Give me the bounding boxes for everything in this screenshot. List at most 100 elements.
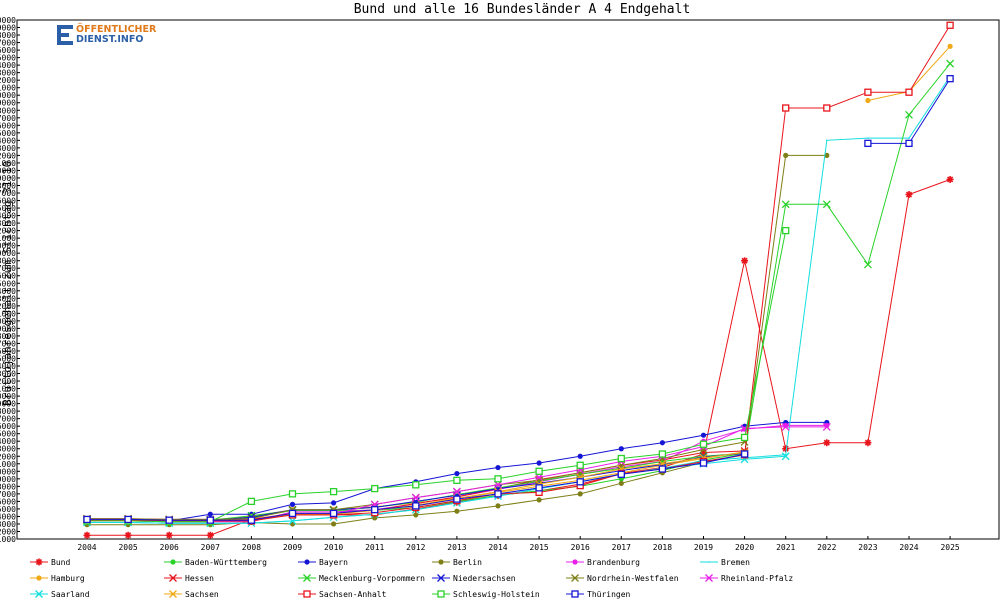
series-mecklenburg-vorpommern [83,59,955,525]
y-tick-label: 59000 [0,249,16,258]
y-tick-label: 22000 [0,527,16,536]
y-tick-label: 84000 [0,61,16,70]
data-point-berlin [783,152,789,158]
x-tick-label: 2007 [201,543,220,552]
legend-swatch [298,559,316,565]
series-hamburg [84,43,953,523]
legend-item: Niedersachsen [432,573,516,583]
y-tick-label: 33000 [0,445,16,454]
data-point-bund [165,531,173,539]
legend-label: Schleswig-Holstein [453,589,540,599]
legend-marker [437,590,445,598]
legend-item: Nordrhein-Westfalen [566,573,679,583]
data-point-berlin [413,512,419,518]
legend-item: Schleswig-Holstein [432,589,540,599]
legend-label: Hamburg [51,573,85,583]
legend-item: Baden-Württemberg [164,557,267,567]
series-line-bremen [87,76,951,524]
data-point-hamburg [947,43,953,49]
legend-swatch [700,574,718,582]
series-line-bund [87,179,951,536]
legend-label: Bremen [721,557,750,567]
legend-item: Hessen [164,573,214,583]
y-tick-label: 36000 [0,422,16,431]
y-tick-label: 44000 [0,362,16,371]
legend-label: Niedersachsen [453,573,516,583]
y-tick-label: 68000 [0,181,16,190]
x-tick-label: 2010 [324,543,343,552]
y-tick-label: 23000 [0,520,16,529]
series-line-berlin [87,154,827,526]
y-tick-label: 61000 [0,234,16,243]
data-point-schleswig-holstein [329,487,338,496]
legend-marker [35,558,43,566]
data-point-rheinland-pfalz [411,493,420,502]
y-tick-label: 55000 [0,279,16,288]
data-point-th-ringen [535,484,543,492]
y-tick-label: 88000 [0,31,16,40]
y-tick-label: 21000 [0,535,16,544]
legend-marker [705,574,713,582]
y-tick-label: 34000 [0,437,16,446]
y-tick-label: 80000 [0,91,16,100]
legend-swatch [566,574,584,582]
data-point-th-ringen [288,509,297,518]
data-point-th-ringen [329,509,338,518]
x-tick-label: 2025 [940,543,959,552]
legend-label: Baden-Württemberg [185,557,267,567]
y-tick-label: 67000 [0,189,16,198]
legend-item: Brandenburg [566,557,640,567]
y-tick-label: 37000 [0,415,16,424]
series-lines [83,21,955,539]
y-tick-label: 64000 [0,212,16,221]
y-tick-label: 50000 [0,317,16,326]
series-line-sachsen-anhalt [87,25,951,522]
data-point-berlin [577,491,583,497]
data-point-bayern [659,440,666,446]
y-tick-label: 58000 [0,257,16,266]
legend-marker [169,590,177,598]
legend-item: Hamburg [30,573,85,583]
legend-marker [708,561,710,563]
series-schleswig-holstein [83,226,790,526]
data-point-th-ringen [946,75,954,83]
data-point-bund [782,445,790,453]
data-point-bund [206,531,214,539]
data-point-schleswig-holstein [782,226,790,235]
y-tick-label: 83000 [0,69,16,78]
y-tick-label: 69000 [0,174,16,183]
x-tick-label: 2015 [529,543,548,552]
data-point-schleswig-holstein [371,484,379,493]
data-point-th-ringen [371,506,379,514]
y-tick-label: 78000 [0,106,16,115]
y-tick-label: 57000 [0,264,16,273]
data-point-rheinland-pfalz [535,473,544,482]
legend-label: Saarland [51,589,90,599]
data-point-bayern [331,500,337,506]
series-line-mecklenburg-vorpommern [87,63,951,521]
legend-swatch [30,558,48,566]
data-point-sachsen-anhalt [946,21,954,29]
data-point-schleswig-holstein [453,476,461,484]
y-tick-label: 35000 [0,430,16,439]
y-tick-label: 52000 [0,302,16,311]
y-tick-label: 32000 [0,452,16,461]
y-tick-label: 81000 [0,84,16,93]
data-point-th-ringen [83,515,91,524]
legend-label: Mecklenburg-Vorpommern [319,573,425,583]
y-tick-label: 66000 [0,197,16,206]
logo-line-2: DIENST.INFO [76,33,144,45]
data-point-th-ringen [740,450,749,458]
series-line-hamburg [87,45,951,521]
y-tick-label: 47000 [0,339,16,348]
y-tick-label: 48000 [0,332,16,341]
data-point-th-ringen [206,516,214,524]
legend-swatch [432,590,450,598]
legend-item: Bayern [298,557,348,567]
data-point-bremen [826,139,828,142]
data-point-schleswig-holstein [247,497,256,506]
plot-frame [16,19,1000,540]
data-point-bremen [908,137,910,139]
data-point-bund [700,450,707,458]
legend-swatch [30,590,48,598]
